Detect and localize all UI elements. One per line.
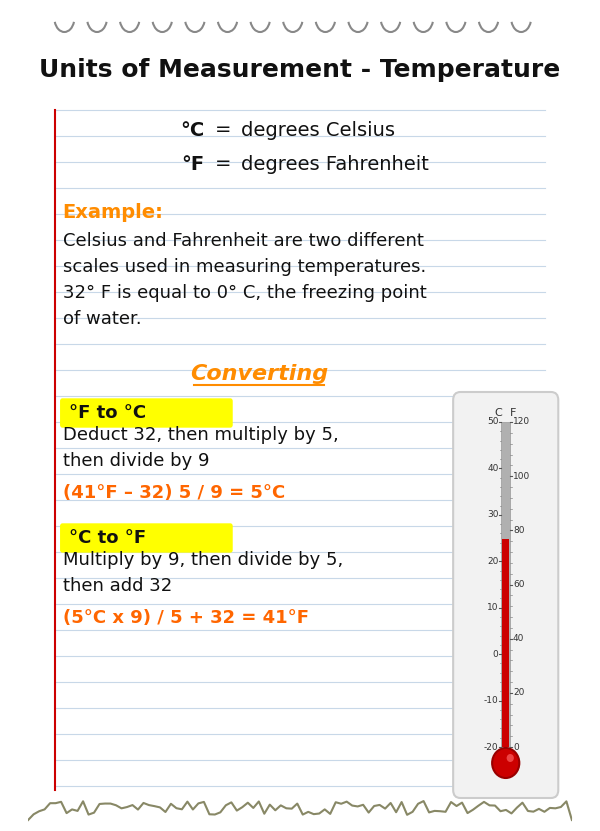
Text: Converting: Converting xyxy=(190,364,328,384)
Text: degrees Celsius: degrees Celsius xyxy=(241,120,395,140)
Text: 20: 20 xyxy=(487,557,499,566)
Text: 50: 50 xyxy=(487,417,499,426)
Text: then add 32: then add 32 xyxy=(62,577,172,595)
Text: scales used in measuring temperatures.: scales used in measuring temperatures. xyxy=(62,258,426,276)
Text: C: C xyxy=(494,408,502,418)
Text: -10: -10 xyxy=(484,696,499,705)
Text: -20: -20 xyxy=(484,743,499,751)
Text: °F: °F xyxy=(182,155,205,174)
Text: 0: 0 xyxy=(493,650,499,659)
Text: then divide by 9: then divide by 9 xyxy=(62,452,209,470)
Text: Deduct 32, then multiply by 5,: Deduct 32, then multiply by 5, xyxy=(62,426,338,444)
Circle shape xyxy=(492,748,520,778)
Text: °C: °C xyxy=(181,120,205,140)
Text: 60: 60 xyxy=(513,580,524,589)
Text: Celsius and Fahrenheit are two different: Celsius and Fahrenheit are two different xyxy=(62,232,424,250)
Text: 80: 80 xyxy=(513,526,524,535)
Text: 40: 40 xyxy=(513,634,524,643)
Text: =: = xyxy=(215,120,231,140)
Text: (41°F – 32) 5 / 9 = 5°C: (41°F – 32) 5 / 9 = 5°C xyxy=(62,484,285,502)
Text: Example:: Example: xyxy=(62,204,163,223)
Text: Multiply by 9, then divide by 5,: Multiply by 9, then divide by 5, xyxy=(62,551,343,569)
Text: (5°C x 9) / 5 + 32 = 41°F: (5°C x 9) / 5 + 32 = 41°F xyxy=(62,609,308,627)
Text: 20: 20 xyxy=(513,688,524,697)
Text: 40: 40 xyxy=(487,464,499,473)
Bar xyxy=(502,539,509,747)
Text: °F to °C: °F to °C xyxy=(69,404,146,422)
FancyBboxPatch shape xyxy=(61,399,232,427)
Text: 0: 0 xyxy=(513,743,519,751)
Text: of water.: of water. xyxy=(62,310,141,328)
Text: 10: 10 xyxy=(487,603,499,612)
FancyBboxPatch shape xyxy=(453,392,558,798)
FancyBboxPatch shape xyxy=(61,524,232,552)
Text: 100: 100 xyxy=(513,472,530,480)
Text: 30: 30 xyxy=(487,510,499,519)
Text: °C to °F: °C to °F xyxy=(69,529,146,547)
Circle shape xyxy=(506,754,514,762)
Text: degrees Fahrenheit: degrees Fahrenheit xyxy=(241,155,429,174)
Text: 32° F is equal to 0° C, the freezing point: 32° F is equal to 0° C, the freezing poi… xyxy=(62,284,427,302)
Text: F: F xyxy=(510,408,516,418)
Text: =: = xyxy=(215,155,231,174)
Text: 120: 120 xyxy=(513,417,530,426)
Bar xyxy=(501,422,510,747)
Text: Units of Measurement - Temperature: Units of Measurement - Temperature xyxy=(40,58,560,82)
